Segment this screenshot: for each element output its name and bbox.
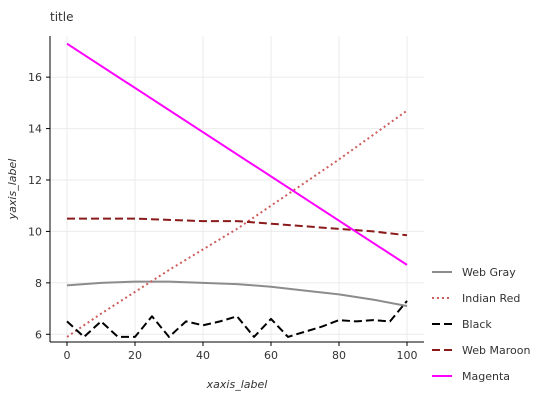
series-line-web-maroon	[67, 217, 408, 237]
legend-label-indian-red: Indian Red	[462, 292, 520, 305]
x-tick-label-60: 60	[264, 349, 278, 362]
grid	[50, 36, 424, 342]
legend-label-web-gray: Web Gray	[462, 266, 516, 279]
legend-label-black: Black	[462, 318, 492, 331]
y-tick-label-10: 10	[28, 225, 42, 238]
legend: Web Gray Indian Red Black Web Maroon Magenta	[428, 252, 557, 400]
y-axis-label: yaxis_label	[6, 159, 19, 221]
y-tick-label-12: 12	[28, 174, 42, 187]
y-tick-label-6: 6	[35, 328, 42, 341]
series-line-black	[66, 300, 408, 338]
x-tick-label-80: 80	[332, 349, 346, 362]
x-tick-label-40: 40	[196, 349, 210, 362]
y-ticks: 6 8 10 12 14 16	[28, 71, 50, 341]
x-ticks: 0 20 40 60 80 100	[64, 342, 418, 362]
legend-label-magenta: Magenta	[462, 370, 510, 383]
series-line-web-gray	[66, 280, 408, 307]
y-tick-label-8: 8	[35, 277, 42, 290]
series-layer	[66, 42, 408, 338]
chart-title: title	[50, 10, 73, 24]
y-tick-label-16: 16	[28, 71, 42, 84]
x-axis-label: xaxis_label	[206, 378, 268, 391]
x-tick-label-20: 20	[128, 349, 142, 362]
series-line-indian-red	[66, 109, 408, 338]
y-tick-label-14: 14	[28, 123, 42, 136]
x-tick-label-100: 100	[397, 349, 418, 362]
x-tick-label-0: 0	[64, 349, 71, 362]
axes	[49, 36, 424, 343]
series-line-magenta	[66, 42, 408, 266]
legend-label-web-maroon: Web Maroon	[462, 344, 530, 357]
